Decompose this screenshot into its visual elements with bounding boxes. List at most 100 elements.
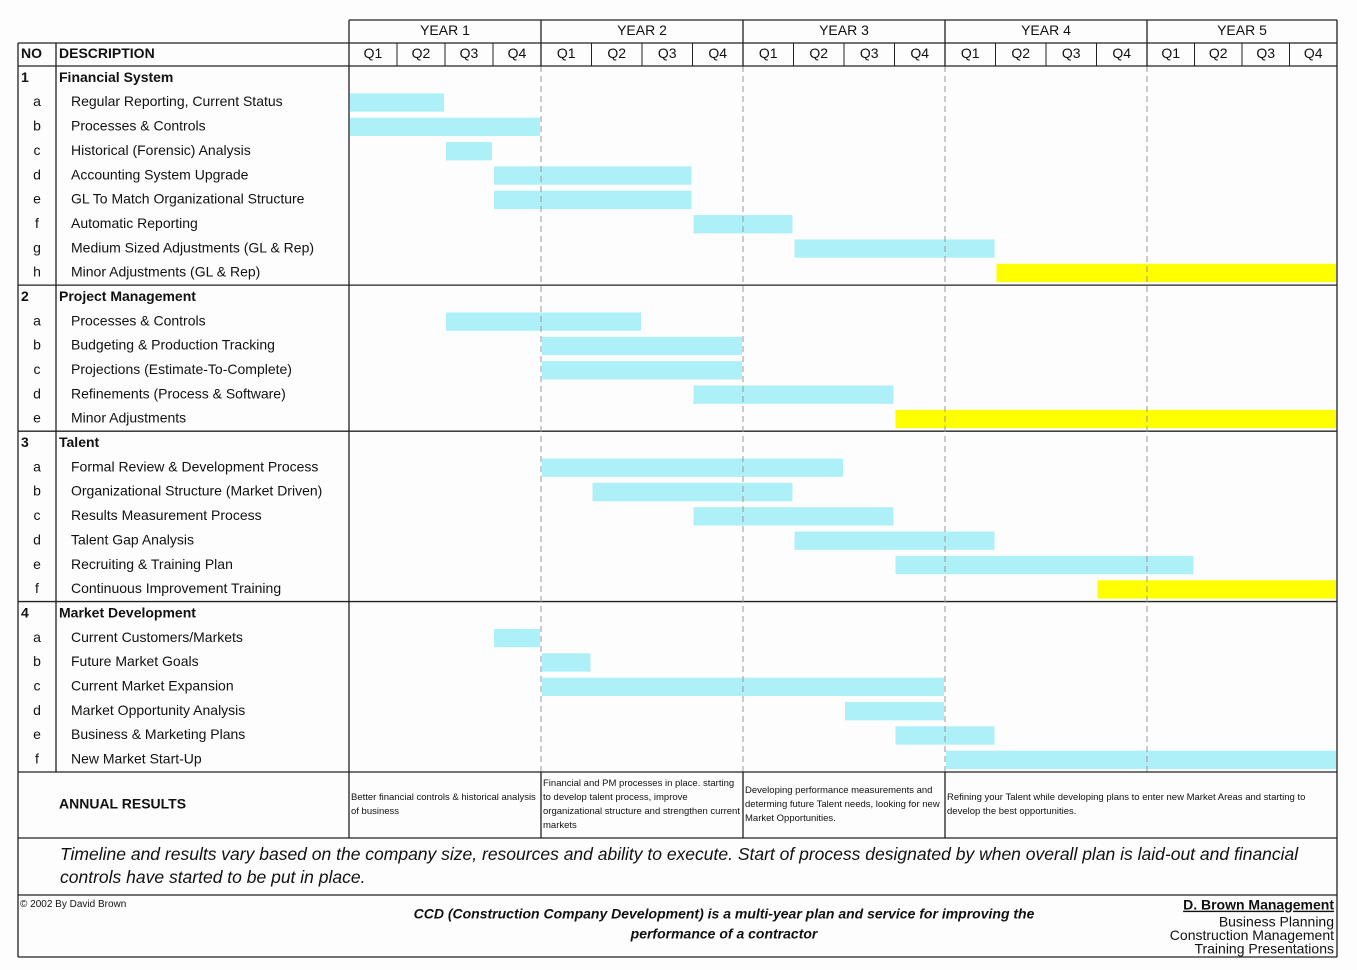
task-label: New Market Start-Up bbox=[71, 751, 202, 767]
task-bar bbox=[350, 93, 444, 112]
year-label: YEAR 1 bbox=[420, 22, 470, 38]
section-title: Talent bbox=[59, 434, 100, 450]
task-label: Historical (Forensic) Analysis bbox=[71, 142, 251, 158]
quarter-label: Q2 bbox=[607, 45, 626, 61]
section-number: 4 bbox=[21, 604, 29, 620]
task-bar bbox=[494, 628, 540, 648]
quarter-label: Q4 bbox=[708, 45, 727, 61]
quarter-label: Q4 bbox=[910, 45, 929, 61]
quarter-label: Q1 bbox=[759, 45, 778, 61]
task-bar bbox=[895, 726, 995, 745]
task-label: Talent Gap Analysis bbox=[71, 531, 194, 547]
task-bar bbox=[494, 190, 692, 210]
task-id: f bbox=[35, 580, 39, 596]
task-label: Regular Reporting, Current Status bbox=[71, 93, 283, 109]
task-label: Recruiting & Training Plan bbox=[71, 556, 233, 572]
quarter-label: Q3 bbox=[860, 45, 879, 61]
task-id: a bbox=[33, 629, 41, 645]
year-label: YEAR 5 bbox=[1217, 22, 1267, 38]
quarter-label: Q2 bbox=[809, 45, 828, 61]
quarter-label: Q4 bbox=[1112, 45, 1131, 61]
task-id: d bbox=[33, 385, 41, 401]
task-label: Minor Adjustments bbox=[71, 410, 186, 426]
no-header: NO bbox=[21, 45, 42, 61]
service: Training Presentations bbox=[1194, 941, 1334, 957]
section-number: 2 bbox=[21, 288, 29, 304]
task-bar bbox=[542, 336, 742, 356]
task-label: Market Opportunity Analysis bbox=[71, 702, 245, 718]
task-bar bbox=[446, 142, 492, 161]
task-bar bbox=[693, 385, 894, 404]
task-label: Current Market Expansion bbox=[71, 677, 234, 693]
task-bar bbox=[446, 312, 641, 331]
task-bar bbox=[895, 409, 1336, 429]
task-label: Minor Adjustments (GL & Rep) bbox=[71, 264, 260, 280]
quarter-label: Q4 bbox=[1304, 45, 1323, 61]
tagline: CCD (Construction Company Development) i… bbox=[414, 906, 1035, 922]
task-id: h bbox=[33, 264, 41, 280]
section-title: Market Development bbox=[59, 604, 196, 620]
quarter-label: Q1 bbox=[364, 45, 383, 61]
task-id: a bbox=[33, 93, 41, 109]
quarter-label: Q1 bbox=[1161, 45, 1180, 61]
task-label: Organizational Structure (Market Driven) bbox=[71, 483, 322, 499]
annual-note: Refining your Talent while developing pl… bbox=[947, 792, 1306, 817]
task-bar bbox=[542, 653, 591, 672]
tagline: performance of a contractor bbox=[630, 926, 819, 942]
task-id: b bbox=[33, 483, 41, 499]
task-id: e bbox=[33, 410, 41, 426]
task-id: b bbox=[33, 337, 41, 353]
annual-note: Better financial controls & historical a… bbox=[351, 792, 536, 817]
task-id: c bbox=[34, 507, 41, 523]
annual-results-label: ANNUAL RESULTS bbox=[59, 796, 186, 812]
task-label: Results Measurement Process bbox=[71, 507, 262, 523]
task-bar bbox=[542, 361, 742, 380]
company-name: D. Brown Management bbox=[1183, 897, 1334, 913]
section-title: Financial System bbox=[59, 69, 173, 85]
task-label: Medium Sized Adjustments (GL & Rep) bbox=[71, 239, 314, 255]
task-id: a bbox=[33, 312, 41, 328]
task-label: Processes & Controls bbox=[71, 118, 206, 134]
task-label: Accounting System Upgrade bbox=[71, 166, 249, 182]
task-label: GL To Match Organizational Structure bbox=[71, 191, 305, 207]
task-label: Future Market Goals bbox=[71, 653, 199, 669]
quarter-label: Q1 bbox=[557, 45, 576, 61]
quarter-label: Q3 bbox=[460, 45, 479, 61]
task-label: Automatic Reporting bbox=[71, 215, 198, 231]
task-label: Current Customers/Markets bbox=[71, 629, 243, 645]
section-title: Project Management bbox=[59, 288, 196, 304]
task-label: Projections (Estimate-To-Complete) bbox=[71, 361, 292, 377]
task-id: e bbox=[33, 556, 41, 572]
year-label: YEAR 3 bbox=[819, 22, 869, 38]
task-bar bbox=[845, 701, 944, 721]
task-bar bbox=[946, 750, 1336, 769]
task-bar bbox=[350, 117, 540, 137]
task-id: c bbox=[34, 361, 41, 377]
task-id: b bbox=[33, 653, 41, 669]
task-id: d bbox=[33, 702, 41, 718]
annual-note: Financial and PM processes in place. sta… bbox=[543, 778, 740, 831]
description-header: DESCRIPTION bbox=[59, 45, 155, 61]
task-bar bbox=[494, 166, 692, 185]
task-id: e bbox=[33, 726, 41, 742]
timeline-note: Timeline and results vary based on the c… bbox=[60, 844, 1299, 887]
task-label: Formal Review & Development Process bbox=[71, 458, 318, 474]
task-label: Continuous Improvement Training bbox=[71, 580, 281, 596]
quarter-label: Q2 bbox=[1209, 45, 1228, 61]
task-bar bbox=[693, 215, 793, 234]
task-bar bbox=[794, 531, 995, 550]
task-id: f bbox=[35, 215, 39, 231]
annual-note: Developing performance measurements and … bbox=[745, 785, 940, 824]
task-id: g bbox=[33, 239, 41, 255]
task-id: d bbox=[33, 166, 41, 182]
task-id: b bbox=[33, 118, 41, 134]
task-id: f bbox=[35, 751, 39, 767]
quarter-label: Q4 bbox=[508, 45, 527, 61]
task-bar bbox=[592, 482, 793, 502]
task-id: e bbox=[33, 191, 41, 207]
copyright: © 2002 By David Brown bbox=[20, 899, 127, 910]
quarter-label: Q3 bbox=[1062, 45, 1081, 61]
task-bar bbox=[895, 555, 1194, 575]
